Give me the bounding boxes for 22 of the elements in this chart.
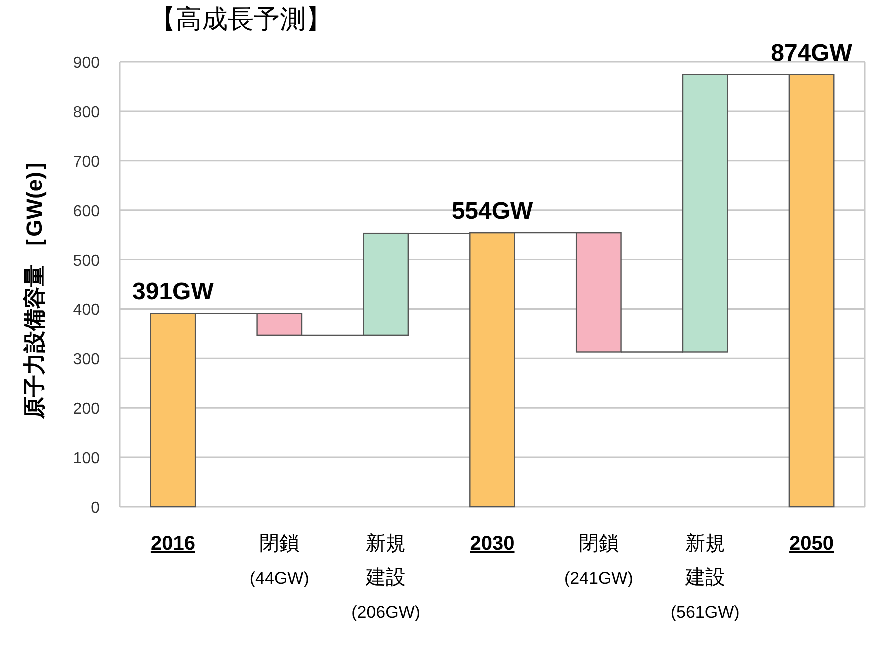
y-tick-label: 200 bbox=[73, 401, 100, 418]
y-tick-label: 900 bbox=[73, 55, 100, 72]
x-tick-label: 2030 bbox=[470, 533, 515, 555]
y-tick-label: 300 bbox=[73, 352, 100, 369]
y-tick-label: 400 bbox=[73, 302, 100, 320]
x-tick-label: 新規建設 (561GW) bbox=[670, 533, 740, 622]
data-label: 874GW bbox=[771, 40, 853, 67]
y-tick-label: 0 bbox=[91, 500, 100, 517]
y-tick-label: 500 bbox=[73, 252, 100, 270]
chart-title: 【高成長予測】 bbox=[150, 4, 332, 34]
x-tick-label: 閉鎖 (241GW) bbox=[564, 533, 634, 588]
y-tick-label: 700 bbox=[73, 154, 100, 171]
data-label: 554GW bbox=[452, 198, 534, 226]
y-tick-label: 800 bbox=[73, 104, 100, 122]
y-axis-title: 原子力設備容量 ［GW(e)］ bbox=[22, 150, 47, 420]
y-tick-label: 600 bbox=[73, 203, 100, 220]
x-tick-label: 2050 bbox=[790, 533, 834, 555]
data-label: 391GW bbox=[132, 278, 214, 306]
x-tick-label: 閉鎖 (44GW) bbox=[250, 533, 310, 588]
y-tick-label: 100 bbox=[73, 450, 100, 468]
x-tick-label: 新規建設 (206GW) bbox=[352, 533, 421, 622]
x-tick-label: 2016 bbox=[150, 533, 196, 555]
